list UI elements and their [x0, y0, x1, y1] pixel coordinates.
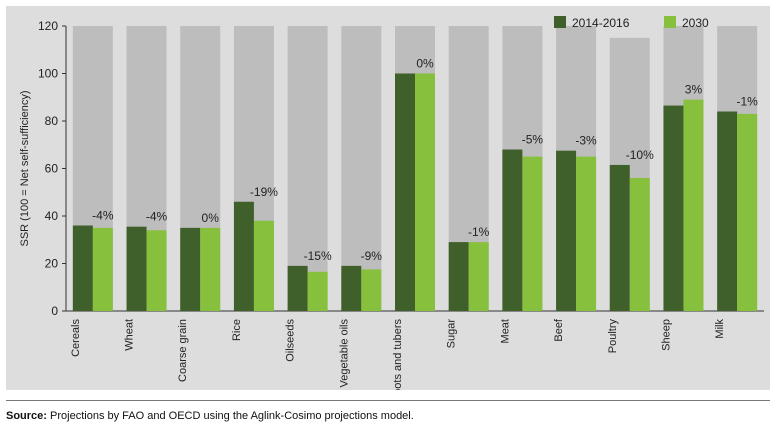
category-label: Cereals: [70, 319, 82, 357]
background-column: [341, 26, 382, 311]
chart-panel: 0 20 40 60 80 100 120 SSR (100 = Net self-suffi…: [6, 6, 770, 390]
bar-2014-2016: [556, 150, 577, 311]
change-label: 0%: [416, 57, 434, 71]
bar-2030: [415, 73, 435, 311]
bar-2030: [92, 227, 113, 311]
change-label: -4%: [92, 209, 114, 223]
bar-2014-2016: [233, 201, 254, 311]
change-label: -4%: [146, 210, 168, 224]
category-label: Meat: [499, 319, 511, 343]
y-axis-title: SSR (100 = Net self-sufficiency): [19, 91, 31, 247]
bar-2030: [522, 156, 543, 311]
category-label: Vegetable oils: [338, 319, 350, 388]
change-label: -10%: [626, 148, 654, 162]
change-label: -15%: [304, 249, 332, 263]
legend-label: 2030: [682, 16, 709, 30]
category-label: Milk: [714, 319, 726, 339]
bar-2014-2016: [502, 149, 523, 311]
y-tick-label: 100: [38, 67, 58, 81]
category-label: Poultry: [607, 319, 619, 354]
bar-2014-2016: [72, 225, 93, 311]
y-tick-label: 0: [51, 304, 58, 318]
change-label: 0%: [202, 211, 220, 225]
change-label: -9%: [361, 249, 383, 263]
legend-label: 2014-2016: [572, 16, 630, 30]
category-label: Coarse grain: [177, 319, 189, 382]
y-tick-label: 80: [45, 114, 59, 128]
change-label: -1%: [468, 225, 490, 239]
category-label: Beef: [553, 318, 565, 342]
bar-2014-2016: [341, 265, 362, 311]
source-note: Source: Projections by FAO and OECD usin…: [6, 410, 414, 422]
bar-2030: [629, 178, 650, 311]
category-label: Sugar: [446, 319, 458, 349]
legend-swatch: [664, 16, 676, 28]
bar-2014-2016: [717, 111, 738, 311]
bar-2014-2016: [448, 242, 469, 311]
bar-2030: [146, 230, 167, 311]
category-label: Roots and tubers: [392, 319, 404, 390]
source-label: Source:: [6, 410, 47, 422]
y-tick-label: 20: [45, 257, 59, 271]
bar-2030: [468, 242, 489, 311]
bar-2014-2016: [663, 105, 684, 311]
bar-chart: 0 20 40 60 80 100 120 SSR (100 = Net self-suffi…: [19, 16, 764, 390]
bar-2014-2016: [609, 164, 630, 311]
bar-2030: [253, 220, 274, 311]
source-text: Projections by FAO and OECD using the Ag…: [46, 410, 414, 422]
bar-2030: [737, 113, 758, 311]
background-column: [287, 26, 328, 311]
bar-2014-2016: [287, 265, 308, 311]
change-label: -1%: [736, 95, 758, 109]
bar-2030: [576, 156, 597, 311]
source-divider: [6, 400, 770, 401]
bar-2014-2016: [180, 227, 201, 311]
y-tick-label: 60: [45, 162, 59, 176]
category-label: Oilseeds: [285, 319, 297, 362]
legend-swatch: [554, 16, 566, 28]
category-label: Rice: [231, 319, 243, 341]
category-label: Sheep: [660, 319, 672, 351]
bar-2030: [200, 227, 221, 311]
bar-2014-2016: [126, 226, 147, 311]
change-label: -5%: [522, 133, 544, 147]
category-label: Wheat: [124, 319, 136, 351]
change-label: -19%: [250, 185, 278, 199]
change-label: -3%: [575, 134, 597, 148]
y-tick-label: 120: [38, 19, 58, 33]
bar-2030: [307, 271, 328, 311]
bar-2030: [361, 269, 382, 311]
bar-2014-2016: [395, 73, 415, 311]
change-label: 3%: [685, 83, 703, 97]
y-tick-label: 40: [45, 209, 59, 223]
bar-2030: [683, 99, 704, 311]
